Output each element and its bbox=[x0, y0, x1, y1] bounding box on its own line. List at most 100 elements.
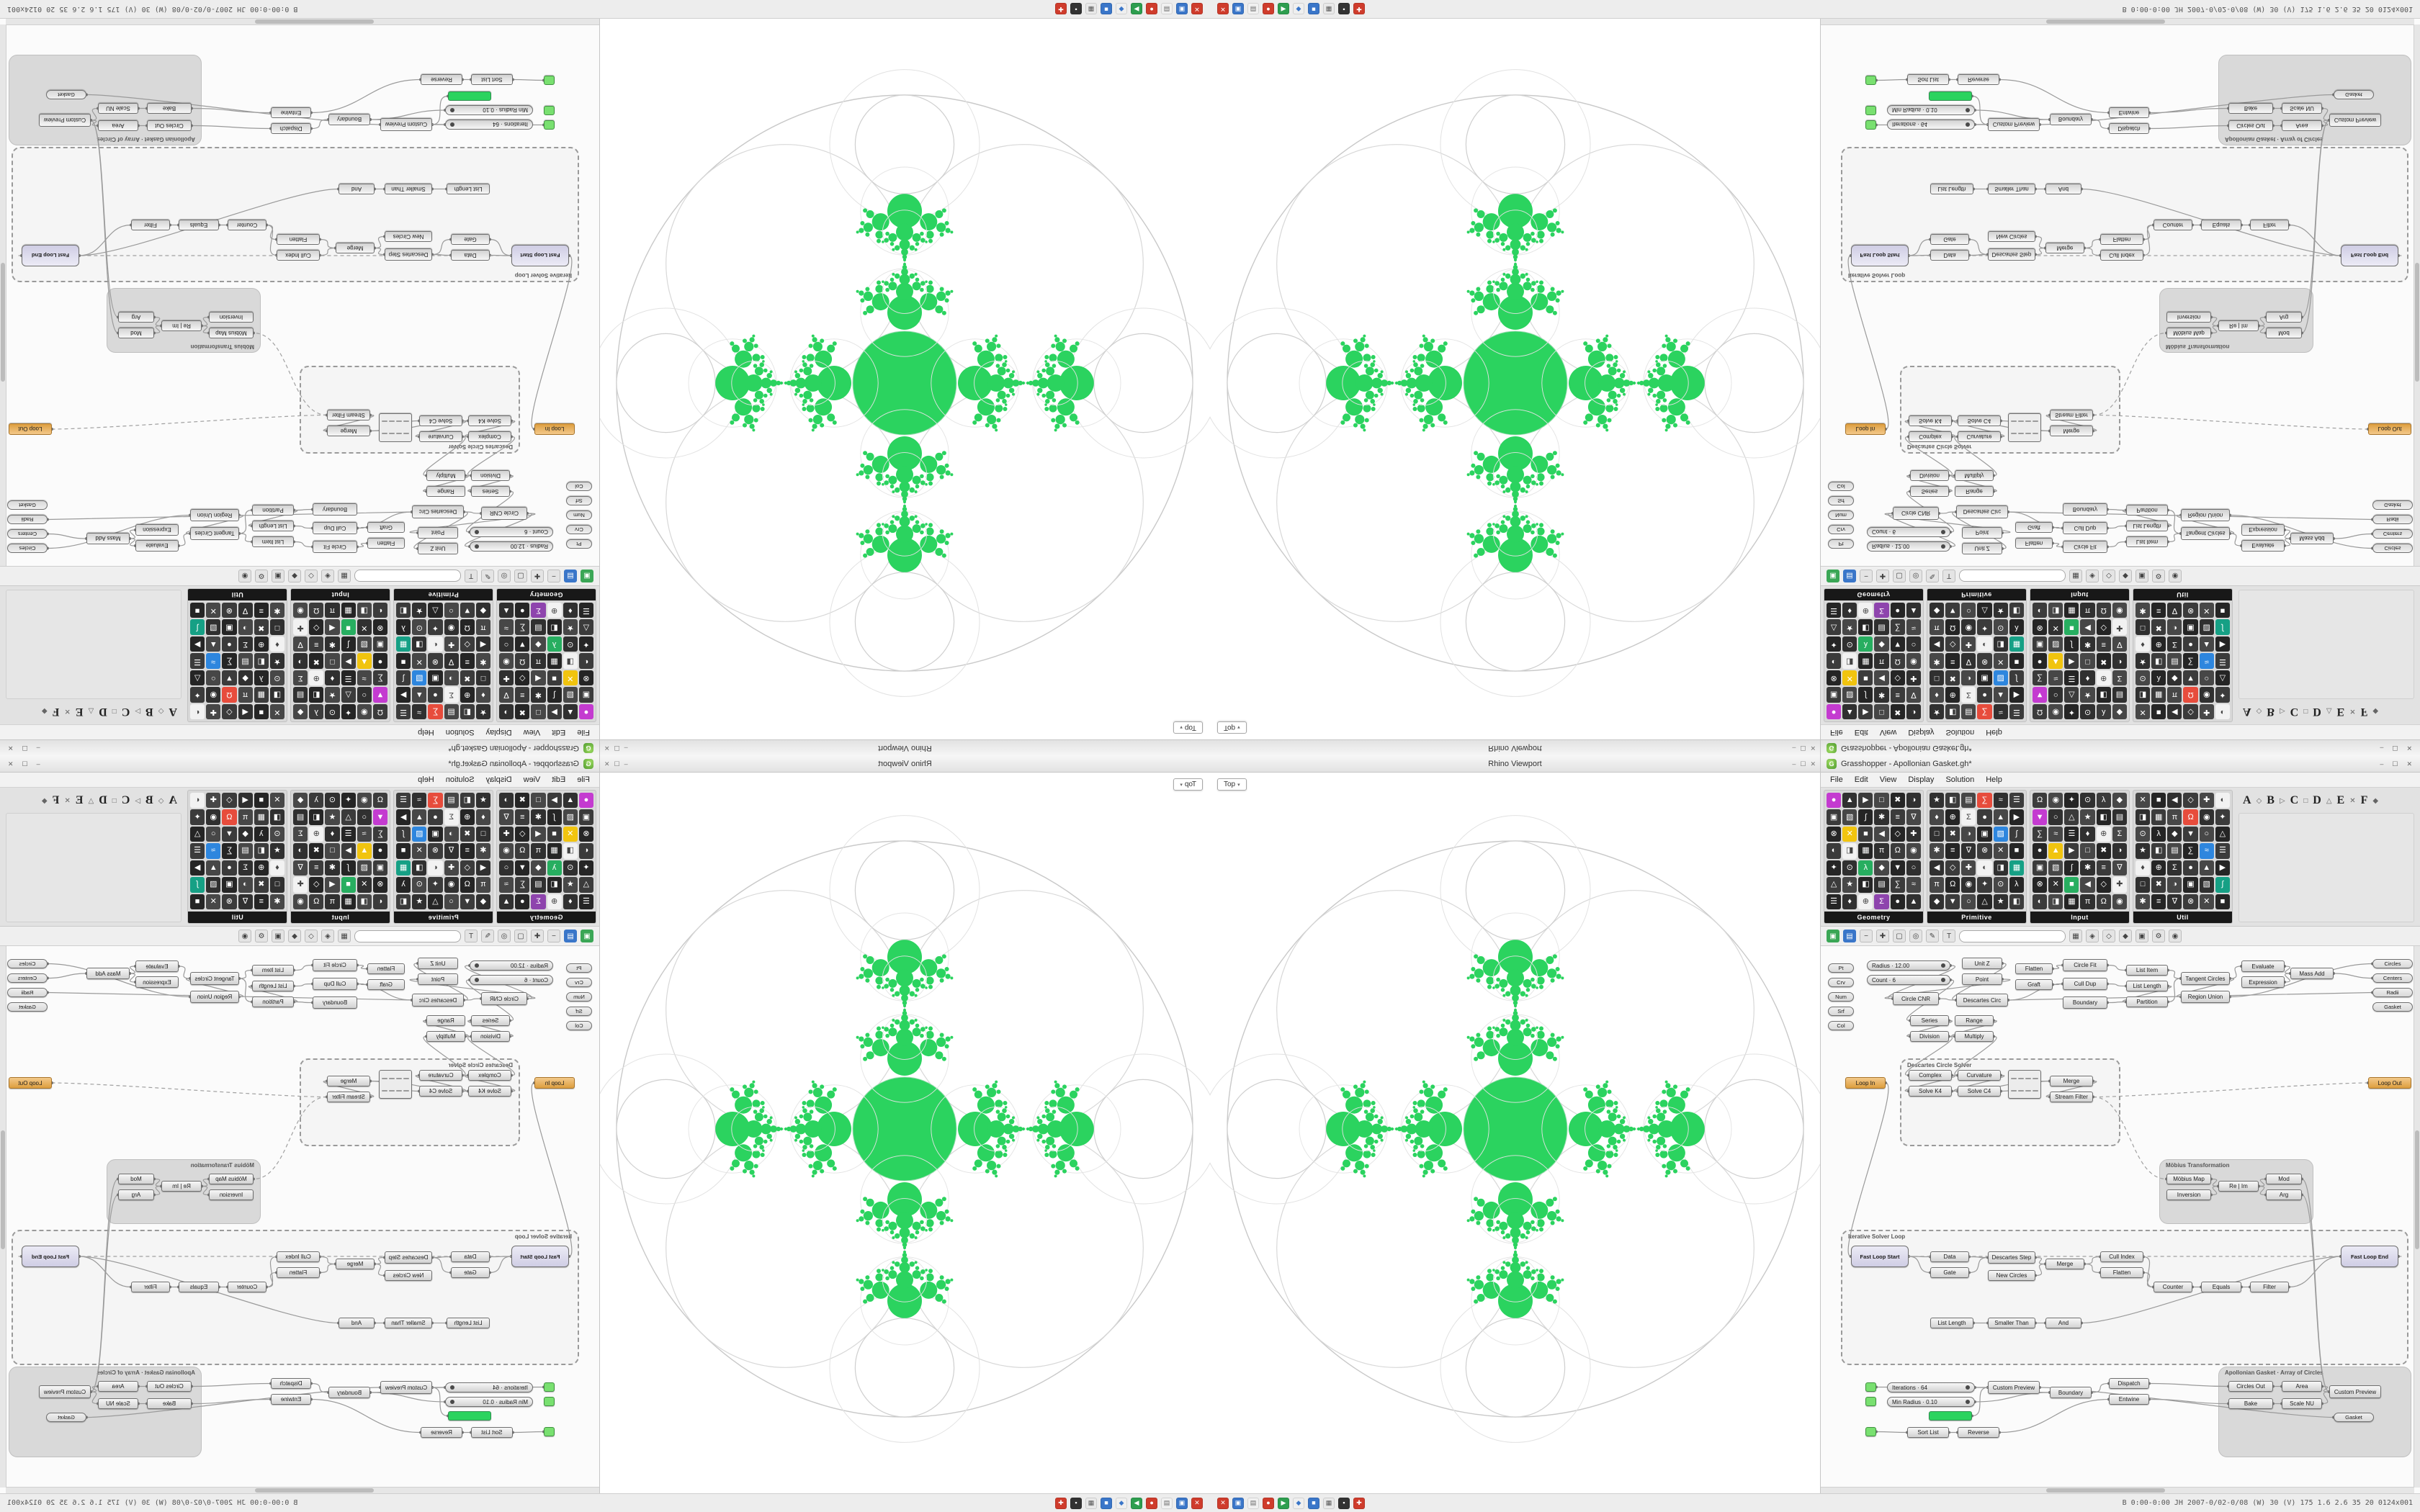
files-tray-icon[interactable]: ▤ bbox=[1247, 3, 1259, 15]
palette-icon[interactable]: ☰ bbox=[2064, 826, 2079, 842]
node-unit-z[interactable]: Unit Z bbox=[418, 958, 458, 969]
palette-icon[interactable]: ≈ bbox=[412, 703, 427, 719]
palette-icon[interactable]: ★ bbox=[412, 603, 427, 618]
palette-icon[interactable]: ✚ bbox=[293, 619, 308, 635]
node-stream-filter[interactable]: Stream Filter bbox=[327, 1092, 370, 1102]
palette-icon[interactable]: ● bbox=[1827, 793, 1842, 809]
palette-icon[interactable]: π bbox=[475, 619, 490, 635]
viewport-canvas[interactable]: Top ▾ bbox=[1210, 19, 1820, 739]
palette-icon[interactable]: ✱ bbox=[475, 653, 490, 669]
palette-icon[interactable]: ∇ bbox=[444, 843, 459, 859]
palette-icon[interactable]: ◇ bbox=[1945, 860, 1960, 876]
palette-icon[interactable]: ★ bbox=[563, 619, 578, 635]
pan-icon[interactable]: ◎ bbox=[498, 570, 511, 582]
node-entwine[interactable]: Entwine bbox=[2109, 1394, 2149, 1405]
palette-icon[interactable]: ▼ bbox=[2033, 809, 2048, 825]
palette-icon[interactable]: ▣ bbox=[222, 877, 237, 893]
palette-icon[interactable]: ☰ bbox=[190, 843, 205, 859]
palette-icon[interactable]: ⊙ bbox=[1842, 636, 1857, 652]
tab-letter-f[interactable]: F bbox=[52, 794, 60, 806]
palette-icon[interactable]: ☰ bbox=[2009, 793, 2024, 809]
node-k[interactable] bbox=[1865, 1427, 1876, 1436]
palette-icon[interactable]: ⊙ bbox=[2136, 670, 2151, 686]
node-k[interactable] bbox=[544, 76, 555, 85]
palette-icon[interactable]: ⊙ bbox=[2080, 793, 2095, 809]
palette-icon[interactable]: ◧ bbox=[2151, 653, 2166, 669]
palette-icon[interactable]: △ bbox=[1827, 877, 1842, 893]
viewport-tab-top[interactable]: Top ▾ bbox=[1173, 721, 1203, 734]
palette-icon[interactable]: ✕ bbox=[2199, 894, 2214, 909]
tab-letter-b[interactable]: B bbox=[145, 794, 153, 806]
palette-icon[interactable]: ▧ bbox=[357, 860, 372, 876]
palette-icon[interactable]: △ bbox=[190, 670, 205, 686]
node-crv[interactable]: Crv bbox=[1828, 978, 1854, 987]
node-partition[interactable]: Partition bbox=[2126, 996, 2168, 1007]
palette-icon[interactable]: ∫ bbox=[2009, 826, 2024, 842]
palette-icon[interactable]: ∑ bbox=[222, 843, 237, 859]
node-unit-z[interactable]: Unit Z bbox=[418, 543, 458, 554]
node-pt[interactable]: Pt bbox=[1828, 963, 1854, 973]
palette-icon[interactable]: ⊕ bbox=[2096, 670, 2111, 686]
node-boundary[interactable]: Boundary bbox=[2063, 503, 2107, 516]
node-flatten[interactable]: Flatten bbox=[367, 538, 405, 549]
node-range[interactable]: Range bbox=[1955, 486, 1994, 497]
palette-icon[interactable]: ✦ bbox=[578, 860, 593, 876]
node-gate[interactable]: Gate bbox=[451, 234, 490, 245]
wireframe-preview-icon[interactable]: ◇ bbox=[305, 570, 318, 582]
node-point[interactable]: Point bbox=[1962, 527, 2002, 539]
palette-icon[interactable]: ■ bbox=[1858, 670, 1873, 686]
palette-icon[interactable]: ◉ bbox=[2112, 894, 2127, 909]
palette-icon[interactable]: ● bbox=[2033, 653, 2048, 669]
palette-icon[interactable]: ■ bbox=[396, 653, 411, 669]
palette-icon[interactable]: ◆ bbox=[1930, 603, 1945, 618]
palette-icon[interactable]: λ bbox=[254, 670, 269, 686]
palette-icon[interactable]: ■ bbox=[1858, 826, 1873, 842]
palette-icon[interactable]: ◀ bbox=[2167, 793, 2182, 809]
text-icon[interactable]: T bbox=[1942, 930, 1955, 942]
palette-icon[interactable]: ✕ bbox=[2048, 877, 2063, 893]
palette-icon[interactable]: ≡ bbox=[1890, 809, 1905, 825]
node-re-im[interactable]: Re | Im bbox=[161, 1181, 202, 1192]
palette-icon[interactable]: △ bbox=[2215, 826, 2230, 842]
node-pt[interactable]: Pt bbox=[1828, 539, 1854, 549]
node-filter[interactable]: Filter bbox=[2250, 1282, 2289, 1292]
palette-icon[interactable]: ♦ bbox=[563, 603, 578, 618]
node-num[interactable]: Num bbox=[566, 510, 592, 520]
node-loop-in[interactable]: Loop In bbox=[1845, 423, 1886, 435]
node-crv[interactable]: Crv bbox=[1828, 525, 1854, 534]
node-num[interactable]: Num bbox=[1828, 510, 1854, 520]
tab-letter-d[interactable]: D bbox=[99, 794, 107, 806]
palette-icon[interactable]: ▲ bbox=[499, 603, 514, 618]
palette-icon[interactable]: λ bbox=[396, 877, 411, 893]
node-stream-filter[interactable]: Stream Filter bbox=[2050, 410, 2093, 420]
palette-icon[interactable]: ○ bbox=[1961, 894, 1976, 909]
palette-icon[interactable]: Σ bbox=[1874, 894, 1889, 909]
node-iterations-64[interactable]: Iterations · 64 bbox=[1887, 120, 1975, 130]
palette-icon[interactable]: ∑ bbox=[1977, 703, 1992, 719]
node-fast-loop-start[interactable]: Fast Loop Start bbox=[511, 245, 569, 266]
palette-icon[interactable]: ◇ bbox=[1890, 826, 1905, 842]
palette-icon[interactable]: △ bbox=[428, 603, 443, 618]
palette-icon[interactable]: △ bbox=[190, 826, 205, 842]
palette-icon[interactable]: ▧ bbox=[2199, 877, 2214, 893]
palette-icon[interactable]: ◇ bbox=[515, 826, 530, 842]
menu-display[interactable]: Display bbox=[485, 775, 512, 784]
palette-icon[interactable]: π bbox=[475, 877, 490, 893]
palette-icon[interactable]: ▶ bbox=[547, 703, 562, 719]
node-tangent-circles[interactable]: Tangent Circles bbox=[190, 972, 239, 985]
palette-icon[interactable]: ✚ bbox=[444, 636, 459, 652]
palette-icon[interactable]: ⊗ bbox=[2033, 619, 2048, 635]
palette-icon[interactable]: ▶ bbox=[2215, 636, 2230, 652]
palette-icon[interactable]: ◀ bbox=[1874, 826, 1889, 842]
node-entwine[interactable]: Entwine bbox=[271, 1394, 311, 1405]
palette-icon[interactable]: ◀ bbox=[531, 826, 546, 842]
palette-icon[interactable]: ∑ bbox=[222, 653, 237, 669]
palette-icon[interactable]: ◀ bbox=[2080, 619, 2095, 635]
zoom-in-icon[interactable]: ✚ bbox=[1876, 930, 1889, 942]
scrollbar-thumb[interactable] bbox=[2046, 1488, 2165, 1493]
node-srf[interactable]: Srf bbox=[566, 1007, 592, 1016]
scrollbar-thumb[interactable] bbox=[1, 1130, 5, 1250]
zoom-out-icon[interactable]: − bbox=[1860, 930, 1873, 942]
palette-icon[interactable]: ∇ bbox=[2167, 894, 2182, 909]
palette-icon[interactable]: ★ bbox=[563, 877, 578, 893]
